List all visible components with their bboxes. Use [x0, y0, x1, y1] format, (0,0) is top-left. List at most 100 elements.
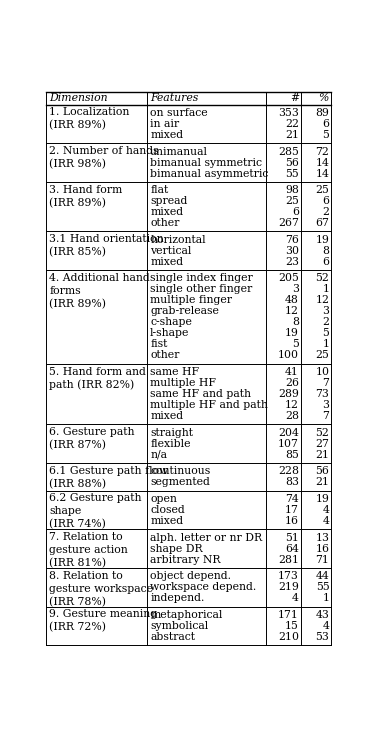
Text: 267: 267: [278, 218, 299, 228]
Text: other: other: [150, 350, 180, 361]
Text: 23: 23: [285, 257, 299, 266]
Text: 7: 7: [323, 411, 329, 421]
Text: 56: 56: [316, 466, 329, 476]
Text: abstract: abstract: [150, 632, 195, 642]
Text: 219: 219: [278, 583, 299, 592]
Text: independ.: independ.: [150, 593, 205, 603]
Text: 83: 83: [285, 477, 299, 488]
Text: 15: 15: [285, 621, 299, 631]
Text: 1: 1: [322, 339, 329, 350]
Text: 25: 25: [285, 196, 299, 206]
Text: 89: 89: [316, 108, 329, 118]
Text: in air: in air: [150, 119, 179, 129]
Text: bimanual symmetric: bimanual symmetric: [150, 158, 262, 167]
Text: grab-release: grab-release: [150, 307, 219, 316]
Text: 19: 19: [285, 328, 299, 339]
Text: n/a: n/a: [150, 450, 167, 460]
Text: flat: flat: [150, 185, 168, 195]
Text: 4: 4: [292, 593, 299, 603]
Text: 43: 43: [316, 610, 329, 620]
Text: 5. Hand form and
path (IRR 82%): 5. Hand form and path (IRR 82%): [49, 366, 146, 390]
Text: 4. Additional hand
forms
(IRR 89%): 4. Additional hand forms (IRR 89%): [49, 273, 150, 309]
Text: 74: 74: [285, 494, 299, 504]
Text: mixed: mixed: [150, 257, 183, 266]
Text: 17: 17: [285, 505, 299, 515]
Text: 10: 10: [315, 367, 329, 377]
Text: 1: 1: [322, 593, 329, 603]
Text: 6.2 Gesture path
shape
(IRR 74%): 6.2 Gesture path shape (IRR 74%): [49, 493, 142, 529]
Text: 52: 52: [316, 274, 329, 283]
Text: 41: 41: [285, 367, 299, 377]
Text: workspace depend.: workspace depend.: [150, 583, 256, 592]
Text: alph. letter or nr DR: alph. letter or nr DR: [150, 533, 262, 542]
Text: 28: 28: [285, 411, 299, 421]
Text: 228: 228: [278, 466, 299, 476]
Text: 25: 25: [316, 350, 329, 361]
Text: 6: 6: [292, 207, 299, 217]
Text: 30: 30: [285, 246, 299, 256]
Text: 98: 98: [285, 185, 299, 195]
Text: 25: 25: [316, 185, 329, 195]
Text: l-shape: l-shape: [150, 328, 190, 339]
Text: open: open: [150, 494, 177, 504]
Text: 4: 4: [323, 621, 329, 631]
Text: arbitrary NR: arbitrary NR: [150, 555, 220, 564]
Text: 76: 76: [285, 235, 299, 245]
Text: 21: 21: [315, 477, 329, 488]
Text: 16: 16: [285, 516, 299, 526]
Text: 171: 171: [278, 610, 299, 620]
Text: 27: 27: [316, 439, 329, 449]
Text: 9. Gesture meaning
(IRR 72%): 9. Gesture meaning (IRR 72%): [49, 610, 158, 633]
Text: 3: 3: [322, 307, 329, 316]
Text: c-shape: c-shape: [150, 318, 192, 327]
Text: 6: 6: [322, 119, 329, 129]
Text: 5: 5: [323, 328, 329, 339]
Text: same HF and path: same HF and path: [150, 389, 251, 399]
Text: 12: 12: [285, 400, 299, 410]
Text: 67: 67: [316, 218, 329, 228]
Text: 6. Gesture path
(IRR 87%): 6. Gesture path (IRR 87%): [49, 427, 135, 450]
Text: Dimension: Dimension: [49, 93, 108, 103]
Text: on surface: on surface: [150, 108, 208, 118]
Text: 204: 204: [278, 428, 299, 438]
Text: single other finger: single other finger: [150, 285, 252, 294]
Text: 289: 289: [278, 389, 299, 399]
Text: object depend.: object depend.: [150, 572, 231, 581]
Text: 16: 16: [315, 544, 329, 553]
Text: same HF: same HF: [150, 367, 199, 377]
Text: 6.1 Gesture path flow
(IRR 88%): 6.1 Gesture path flow (IRR 88%): [49, 466, 169, 489]
Text: unimanual: unimanual: [150, 147, 208, 156]
Text: 6: 6: [322, 257, 329, 266]
Text: 8: 8: [292, 318, 299, 327]
Text: 7. Relation to
gesture action
(IRR 81%): 7. Relation to gesture action (IRR 81%): [49, 532, 128, 568]
Text: 8. Relation to
gesture workspace
(IRR 78%): 8. Relation to gesture workspace (IRR 78…: [49, 571, 153, 607]
Text: straight: straight: [150, 428, 193, 438]
Text: 22: 22: [285, 119, 299, 129]
Text: 281: 281: [278, 555, 299, 564]
Text: 2: 2: [322, 207, 329, 217]
Text: 100: 100: [278, 350, 299, 361]
Text: multiple HF: multiple HF: [150, 378, 216, 388]
Text: 4: 4: [323, 516, 329, 526]
Text: spread: spread: [150, 196, 187, 206]
Text: %: %: [319, 93, 329, 103]
Text: 64: 64: [285, 544, 299, 553]
Text: 6: 6: [322, 196, 329, 206]
Text: 5: 5: [292, 339, 299, 350]
Text: 71: 71: [316, 555, 329, 564]
Text: segmented: segmented: [150, 477, 210, 488]
Text: 173: 173: [278, 572, 299, 581]
Text: 56: 56: [285, 158, 299, 167]
Text: 19: 19: [316, 494, 329, 504]
Text: 107: 107: [278, 439, 299, 449]
Text: 5: 5: [323, 130, 329, 140]
Text: 26: 26: [285, 378, 299, 388]
Text: 51: 51: [285, 533, 299, 542]
Text: single index finger: single index finger: [150, 274, 253, 283]
Text: 3: 3: [322, 400, 329, 410]
Text: 73: 73: [316, 389, 329, 399]
Text: 55: 55: [316, 583, 329, 592]
Text: 72: 72: [316, 147, 329, 156]
Text: symbolical: symbolical: [150, 621, 208, 631]
Text: 19: 19: [316, 235, 329, 245]
